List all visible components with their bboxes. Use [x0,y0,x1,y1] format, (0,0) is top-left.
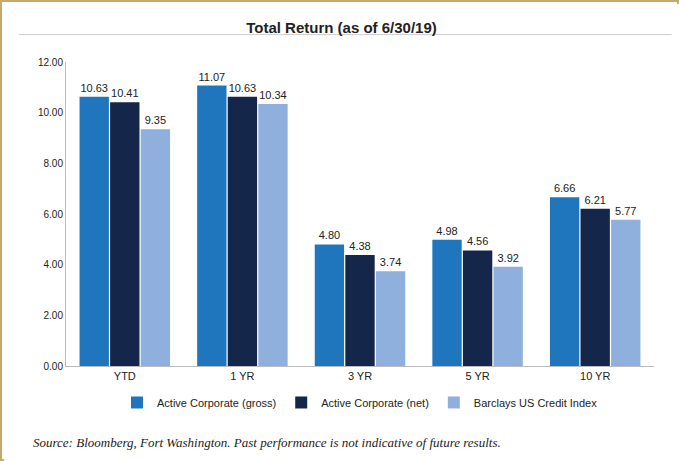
svg-text:1 YR: 1 YR [230,370,254,382]
svg-text:10.41: 10.41 [111,87,139,99]
svg-text:3 YR: 3 YR [348,370,372,382]
svg-text:6.00: 6.00 [44,209,64,220]
svg-text:3.74: 3.74 [380,256,401,268]
svg-text:Active Corporate (gross): Active Corporate (gross) [157,397,276,409]
svg-text:11.07: 11.07 [198,71,225,83]
svg-text:3.92: 3.92 [497,252,518,264]
svg-text:Barclays US Credit Index: Barclays US Credit Index [474,397,597,409]
svg-text:10.00: 10.00 [38,107,63,118]
svg-text:YTD: YTD [114,370,136,382]
svg-text:9.35: 9.35 [145,114,166,126]
svg-text:10.63: 10.63 [80,82,108,94]
svg-text:Total Return (as of 6/30/19): Total Return (as of 6/30/19) [246,19,437,36]
svg-text:0.00: 0.00 [44,361,64,372]
svg-text:12.00: 12.00 [38,57,63,68]
svg-text:5 YR: 5 YR [465,370,489,382]
svg-text:4.00: 4.00 [44,259,64,270]
svg-text:8.00: 8.00 [44,158,64,169]
svg-text:Source: Bloomberg, Fort Washin: Source: Bloomberg, Fort Washington. Past… [33,435,501,450]
svg-text:6.66: 6.66 [554,182,575,194]
svg-text:4.56: 4.56 [467,235,488,247]
svg-text:10.63: 10.63 [229,82,257,94]
svg-text:4.98: 4.98 [436,225,457,237]
svg-text:2.00: 2.00 [44,310,64,321]
svg-text:4.38: 4.38 [349,240,370,252]
svg-text:10.34: 10.34 [259,89,287,101]
svg-text:4.80: 4.80 [319,229,340,241]
svg-text:Active Corporate (net): Active Corporate (net) [321,397,429,409]
svg-text:5.77: 5.77 [615,205,636,217]
svg-text:6.21: 6.21 [584,194,605,206]
svg-text:10 YR: 10 YR [580,370,610,382]
